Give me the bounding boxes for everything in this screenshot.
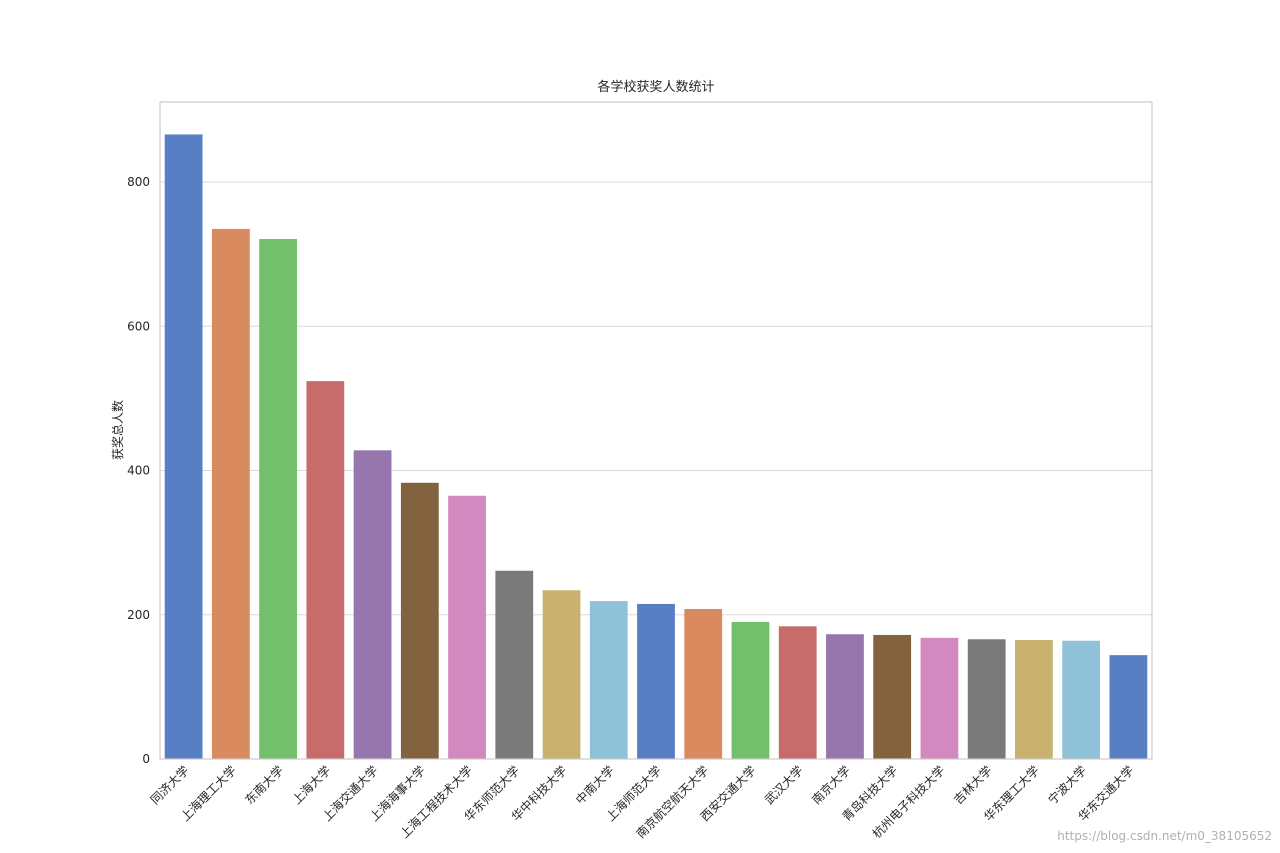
x-tick-label: 东南大学 (242, 763, 287, 808)
bar (164, 134, 203, 759)
bar (211, 228, 250, 759)
bar (967, 639, 1006, 759)
y-tick-label: 200 (127, 608, 150, 622)
bar (259, 239, 297, 759)
y-tick-label: 800 (127, 175, 150, 189)
bar (589, 601, 628, 759)
bar (495, 570, 534, 759)
bar (778, 626, 817, 759)
y-tick-label: 0 (142, 752, 150, 766)
x-tick-label: 南京大学 (809, 763, 854, 808)
x-tick-label: 中南大学 (572, 763, 617, 808)
bar (873, 634, 912, 759)
bar (400, 482, 439, 759)
bar (1109, 655, 1148, 759)
plot-frame (159, 101, 1153, 760)
bar (1062, 640, 1101, 759)
x-tick-label: 上海大学 (289, 763, 334, 808)
y-tick-label: 400 (127, 464, 150, 478)
bar (826, 634, 864, 759)
y-tick-label: 600 (127, 319, 150, 333)
bar (637, 603, 675, 759)
watermark: https://blog.csdn.net/m0_38105652 (1057, 829, 1272, 843)
x-tick-label: 同济大学 (147, 763, 192, 808)
bar (684, 608, 723, 759)
x-tick-label: 宁波大学 (1045, 763, 1090, 808)
bar (542, 590, 581, 759)
y-axis-label: 获奖总人数 (110, 400, 125, 460)
chart-title: 各学校获奖人数统计 (597, 79, 714, 95)
bar (306, 381, 345, 759)
bar (353, 450, 392, 759)
bar (920, 637, 959, 759)
x-tick-label: 吉林大学 (950, 763, 995, 808)
bar (448, 495, 486, 759)
bar (731, 621, 770, 759)
x-tick-label: 武汉大学 (761, 763, 806, 808)
bar (1015, 640, 1053, 759)
